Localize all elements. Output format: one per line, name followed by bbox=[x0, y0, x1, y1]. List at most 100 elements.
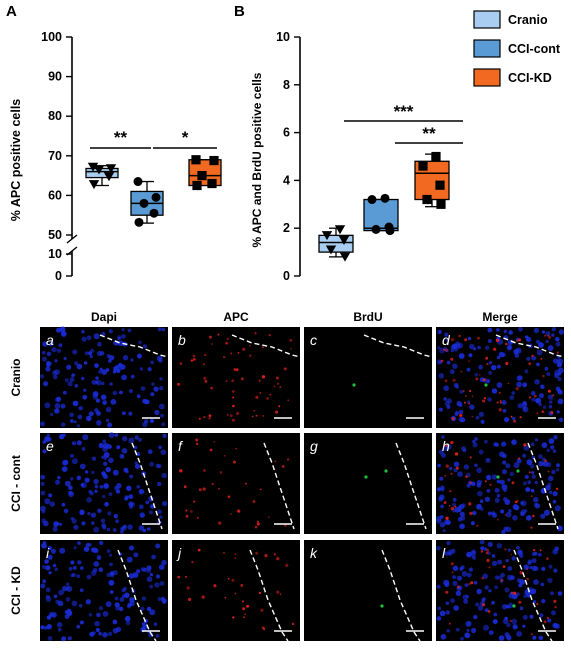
dapi-nucleus bbox=[159, 386, 164, 391]
dapi-nucleus bbox=[540, 513, 546, 519]
dapi-nucleus bbox=[44, 402, 51, 409]
dapi-nucleus bbox=[466, 628, 470, 632]
dapi-nucleus bbox=[41, 518, 46, 523]
dapi-nucleus bbox=[149, 609, 156, 616]
dapi-nucleus bbox=[547, 482, 552, 487]
dapi-nucleus bbox=[136, 569, 141, 574]
apc-signal bbox=[192, 354, 196, 358]
brdu-signal bbox=[364, 475, 368, 479]
dapi-nucleus bbox=[108, 492, 113, 497]
dapi-nucleus bbox=[42, 579, 47, 584]
micrograph-background bbox=[436, 540, 564, 641]
apc-signal bbox=[255, 414, 258, 417]
dapi-nucleus bbox=[42, 341, 48, 347]
dapi-nucleus bbox=[127, 328, 132, 333]
dapi-nucleus bbox=[81, 336, 87, 342]
dapi-nucleus bbox=[522, 453, 527, 458]
dapi-nucleus bbox=[484, 439, 488, 444]
dapi-nucleus bbox=[462, 448, 467, 453]
dapi-nucleus bbox=[80, 566, 84, 570]
apc-signal bbox=[211, 343, 213, 345]
dapi-nucleus bbox=[552, 499, 557, 504]
dapi-nucleus bbox=[112, 390, 117, 396]
dapi-nucleus bbox=[473, 615, 478, 620]
apc-signal bbox=[499, 399, 502, 402]
dapi-nucleus bbox=[454, 412, 459, 417]
dapi-nucleus bbox=[459, 389, 464, 394]
dapi-nucleus bbox=[511, 618, 518, 625]
data-point bbox=[207, 178, 217, 189]
dapi-nucleus bbox=[554, 505, 561, 512]
dapi-nucleus bbox=[112, 570, 118, 576]
dapi-nucleus bbox=[55, 479, 60, 485]
dapi-nucleus bbox=[103, 452, 110, 458]
apc-signal bbox=[544, 334, 547, 337]
dapi-nucleus bbox=[526, 515, 532, 521]
dapi-nucleus bbox=[117, 340, 124, 347]
dapi-nucleus bbox=[72, 349, 78, 355]
data-point bbox=[334, 225, 346, 235]
apc-signal bbox=[477, 336, 480, 340]
dapi-nucleus bbox=[88, 490, 92, 494]
column-header: Dapi bbox=[91, 310, 117, 324]
micrograph-panel: e bbox=[40, 432, 168, 534]
dapi-nucleus bbox=[147, 367, 152, 372]
dapi-nucleus bbox=[438, 407, 443, 412]
dapi-nucleus bbox=[98, 631, 102, 636]
dapi-nucleus bbox=[153, 386, 159, 392]
dapi-nucleus bbox=[553, 358, 559, 364]
dapi-nucleus bbox=[443, 445, 449, 452]
dapi-nucleus bbox=[519, 579, 525, 585]
dapi-nucleus bbox=[493, 612, 498, 617]
data-point bbox=[151, 192, 161, 202]
dapi-nucleus bbox=[519, 606, 524, 611]
dapi-nucleus bbox=[438, 496, 443, 502]
dapi-nucleus bbox=[149, 418, 155, 424]
apc-signal bbox=[519, 571, 523, 575]
dapi-nucleus bbox=[54, 408, 60, 414]
apc-signal bbox=[202, 363, 205, 366]
dapi-nucleus bbox=[455, 343, 462, 349]
dapi-nucleus bbox=[101, 381, 105, 386]
dapi-nucleus bbox=[70, 516, 75, 521]
dapi-nucleus bbox=[538, 342, 544, 348]
dapi-nucleus bbox=[440, 452, 446, 458]
dapi-nucleus bbox=[446, 360, 451, 365]
apc-signal bbox=[450, 506, 455, 511]
brdu-signal bbox=[512, 604, 516, 608]
apc-signal bbox=[190, 510, 193, 513]
dapi-nucleus bbox=[529, 614, 534, 619]
apc-signal bbox=[443, 501, 447, 504]
apc-signal bbox=[484, 480, 487, 483]
dapi-nucleus bbox=[61, 636, 66, 642]
dapi-nucleus bbox=[464, 632, 471, 639]
dapi-nucleus bbox=[160, 449, 167, 456]
apc-signal bbox=[493, 347, 497, 351]
apc-signal bbox=[242, 347, 246, 351]
dapi-nucleus bbox=[96, 420, 102, 426]
dapi-nucleus bbox=[41, 356, 47, 362]
dapi-nucleus bbox=[445, 337, 450, 342]
dapi-nucleus bbox=[99, 540, 104, 546]
dapi-nucleus bbox=[112, 370, 117, 374]
dapi-nucleus bbox=[101, 369, 108, 375]
dapi-nucleus bbox=[486, 488, 491, 493]
dapi-nucleus bbox=[67, 636, 72, 641]
dapi-nucleus bbox=[504, 587, 510, 593]
dapi-nucleus bbox=[121, 374, 127, 381]
apc-signal bbox=[445, 516, 449, 520]
apc-signal bbox=[231, 578, 235, 582]
dapi-nucleus bbox=[74, 384, 79, 388]
dapi-nucleus bbox=[482, 573, 489, 580]
apc-signal bbox=[196, 517, 199, 519]
dapi-nucleus bbox=[536, 362, 540, 367]
apc-signal bbox=[279, 593, 282, 596]
brdu-signal bbox=[496, 475, 500, 479]
dapi-nucleus bbox=[161, 598, 167, 604]
dapi-nucleus bbox=[552, 491, 558, 497]
dapi-nucleus bbox=[544, 366, 549, 371]
dapi-nucleus bbox=[458, 409, 464, 415]
dapi-nucleus bbox=[155, 634, 160, 638]
dapi-nucleus bbox=[98, 567, 104, 572]
dapi-nucleus bbox=[439, 610, 446, 617]
